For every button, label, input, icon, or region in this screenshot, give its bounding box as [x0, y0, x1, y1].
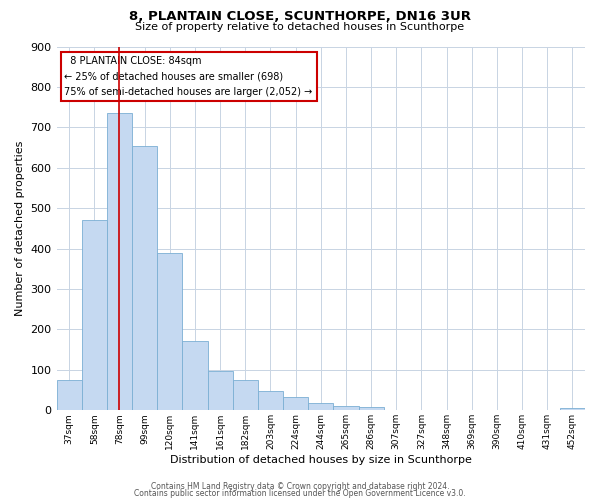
Text: 8 PLANTAIN CLOSE: 84sqm
← 25% of detached houses are smaller (698)
75% of semi-d: 8 PLANTAIN CLOSE: 84sqm ← 25% of detache… — [64, 56, 313, 97]
Text: Size of property relative to detached houses in Scunthorpe: Size of property relative to detached ho… — [136, 22, 464, 32]
Bar — [560, 408, 585, 410]
Bar — [107, 113, 132, 410]
Bar — [283, 397, 308, 410]
Bar — [182, 341, 208, 410]
Bar — [82, 220, 107, 410]
Bar — [334, 406, 359, 410]
Bar — [157, 252, 182, 410]
X-axis label: Distribution of detached houses by size in Scunthorpe: Distribution of detached houses by size … — [170, 455, 472, 465]
Text: Contains HM Land Registry data © Crown copyright and database right 2024.: Contains HM Land Registry data © Crown c… — [151, 482, 449, 491]
Y-axis label: Number of detached properties: Number of detached properties — [15, 140, 25, 316]
Bar — [132, 146, 157, 410]
Text: Contains public sector information licensed under the Open Government Licence v3: Contains public sector information licen… — [134, 489, 466, 498]
Text: 8, PLANTAIN CLOSE, SCUNTHORPE, DN16 3UR: 8, PLANTAIN CLOSE, SCUNTHORPE, DN16 3UR — [129, 10, 471, 23]
Bar — [308, 403, 334, 410]
Bar — [233, 380, 258, 410]
Bar — [258, 392, 283, 410]
Bar — [359, 408, 383, 410]
Bar — [56, 380, 82, 410]
Bar — [208, 370, 233, 410]
